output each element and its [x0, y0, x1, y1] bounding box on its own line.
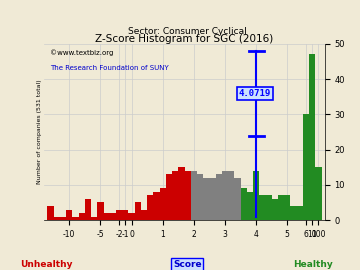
Bar [72, 217, 78, 220]
Text: Healthy: Healthy [293, 260, 333, 269]
Bar [153, 192, 159, 220]
Bar [85, 199, 91, 220]
Bar [172, 171, 178, 220]
Bar [54, 217, 60, 220]
Bar [297, 206, 303, 220]
Bar [91, 217, 97, 220]
Bar [272, 199, 278, 220]
Bar [60, 217, 66, 220]
Bar [216, 174, 222, 220]
Bar [278, 195, 284, 220]
Bar [135, 202, 141, 220]
Bar [66, 210, 72, 220]
Bar [104, 213, 110, 220]
Bar [147, 195, 153, 220]
Bar [265, 195, 272, 220]
Bar [247, 192, 253, 220]
Text: Unhealthy: Unhealthy [21, 260, 73, 269]
Bar [116, 210, 122, 220]
Text: 4.0719: 4.0719 [239, 89, 271, 98]
Title: Z-Score Histogram for SGC (2016): Z-Score Histogram for SGC (2016) [95, 34, 274, 44]
Bar [291, 206, 297, 220]
Bar [166, 174, 172, 220]
Bar [110, 213, 116, 220]
Bar [203, 178, 210, 220]
Bar [159, 188, 166, 220]
Bar [210, 178, 216, 220]
Bar [97, 202, 104, 220]
Bar [309, 55, 315, 220]
Bar [191, 171, 197, 220]
Bar [122, 210, 129, 220]
Text: The Research Foundation of SUNY: The Research Foundation of SUNY [50, 65, 169, 71]
Bar [234, 178, 240, 220]
Bar [284, 195, 291, 220]
Bar [222, 171, 228, 220]
Y-axis label: Number of companies (531 total): Number of companies (531 total) [37, 80, 42, 184]
Bar [178, 167, 185, 220]
Bar [228, 171, 234, 220]
Text: Sector: Consumer Cyclical: Sector: Consumer Cyclical [128, 27, 247, 36]
Bar [129, 213, 135, 220]
Bar [78, 213, 85, 220]
Bar [253, 171, 259, 220]
Bar [141, 210, 147, 220]
Bar [303, 114, 309, 220]
Bar [315, 167, 321, 220]
Text: Score: Score [173, 260, 202, 269]
Bar [185, 171, 191, 220]
Bar [48, 206, 54, 220]
Bar [197, 174, 203, 220]
Text: ©www.textbiz.org: ©www.textbiz.org [50, 49, 113, 56]
Bar [259, 195, 265, 220]
Bar [240, 188, 247, 220]
